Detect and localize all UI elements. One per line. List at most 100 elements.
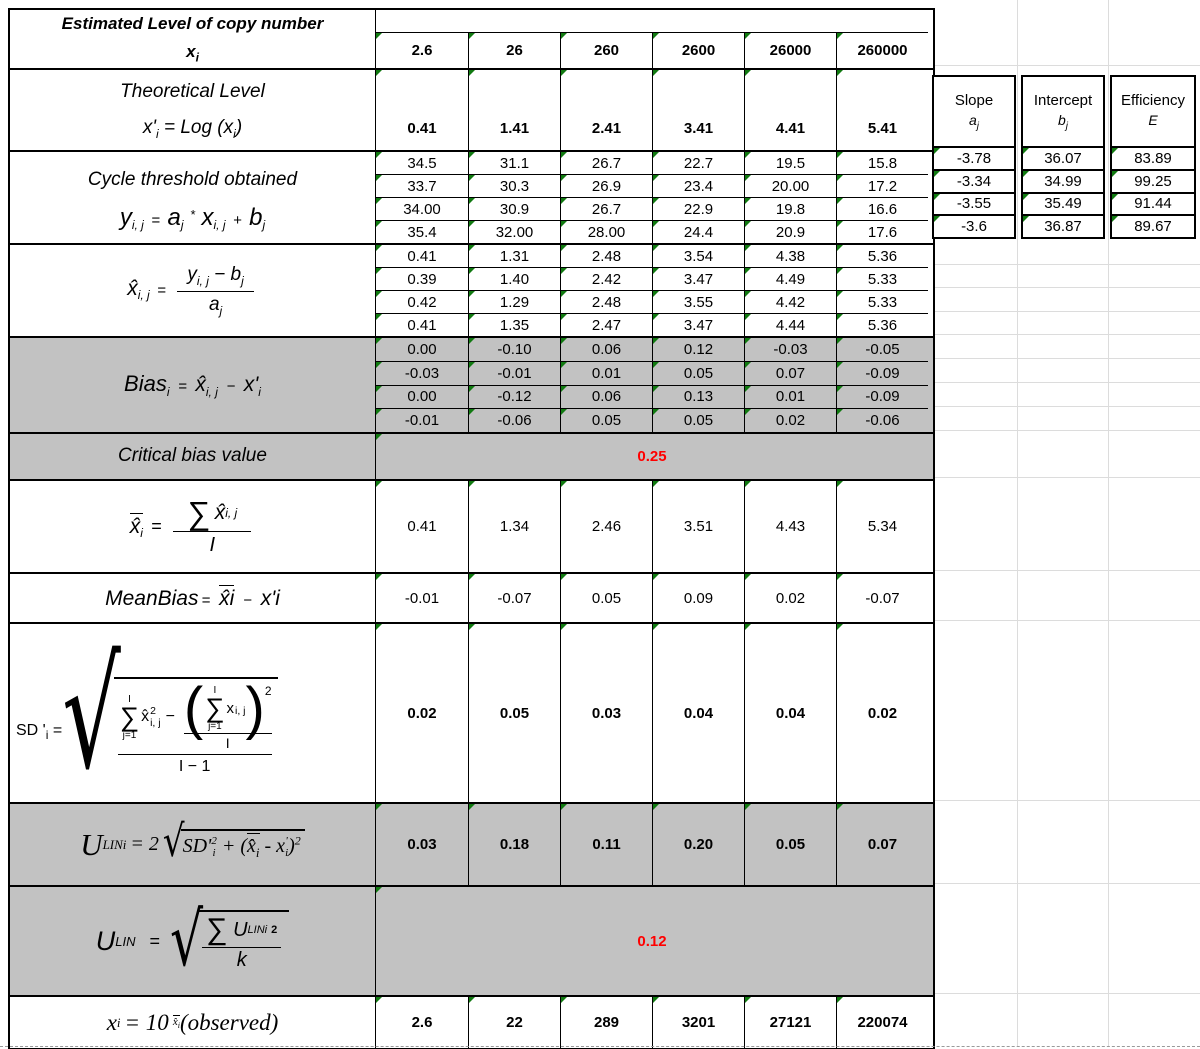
table-cell[interactable]: 0.20 bbox=[652, 804, 744, 885]
table-cell[interactable]: 2.6 bbox=[376, 32, 468, 68]
table-cell[interactable]: 0.05 bbox=[468, 624, 560, 802]
table-cell[interactable]: 23.4 bbox=[652, 175, 744, 197]
table-cell[interactable]: 2.41 bbox=[560, 70, 652, 150]
table-cell[interactable]: -0.07 bbox=[836, 574, 928, 622]
table-cell[interactable]: -0.01 bbox=[376, 574, 468, 622]
table-cell[interactable]: 0.06 bbox=[560, 338, 652, 361]
table-cell[interactable]: 5.41 bbox=[836, 70, 928, 150]
table-cell[interactable]: 0.04 bbox=[744, 624, 836, 802]
table-cell[interactable]: 36.07 bbox=[1021, 146, 1105, 171]
table-cell[interactable]: 27121 bbox=[744, 997, 836, 1048]
table-cell[interactable]: 0.02 bbox=[376, 624, 468, 802]
table-cell[interactable]: 26.7 bbox=[560, 198, 652, 220]
table-cell[interactable]: -0.03 bbox=[376, 361, 468, 385]
label-critical-bias[interactable]: Critical bias value bbox=[10, 434, 376, 479]
table-cell[interactable]: 260 bbox=[560, 32, 652, 68]
table-cell[interactable]: 32.00 bbox=[468, 221, 560, 243]
table-cell[interactable]: 30.3 bbox=[468, 175, 560, 197]
table-cell[interactable]: -0.01 bbox=[468, 361, 560, 385]
table-cell[interactable]: 22 bbox=[468, 997, 560, 1048]
table-cell[interactable]: -0.06 bbox=[836, 409, 928, 432]
table-cell[interactable]: 1.31 bbox=[468, 245, 560, 267]
table-cell[interactable]: 4.38 bbox=[744, 245, 836, 267]
table-cell[interactable]: 83.89 bbox=[1110, 146, 1196, 171]
table-cell[interactable]: 0.41 bbox=[376, 314, 468, 336]
table-cell[interactable]: 17.6 bbox=[836, 221, 928, 243]
table-cell[interactable]: 0.01 bbox=[744, 385, 836, 409]
table-cell[interactable]: 0.12 bbox=[652, 338, 744, 361]
table-cell[interactable]: -0.09 bbox=[836, 385, 928, 409]
table-cell[interactable]: 1.29 bbox=[468, 291, 560, 313]
table-cell[interactable]: 26.9 bbox=[560, 175, 652, 197]
table-cell[interactable]: 28.00 bbox=[560, 221, 652, 243]
table-cell[interactable]: 289 bbox=[560, 997, 652, 1048]
table-cell[interactable]: 0.41 bbox=[376, 70, 468, 150]
table-cell[interactable]: 20.9 bbox=[744, 221, 836, 243]
table-cell[interactable]: 89.67 bbox=[1110, 214, 1196, 239]
label-bias-formula[interactable]: Biasi = x̂i, j − x'i bbox=[10, 338, 376, 432]
table-cell[interactable]: 0.18 bbox=[468, 804, 560, 885]
table-cell[interactable]: 1.35 bbox=[468, 314, 560, 336]
table-cell[interactable]: 3.55 bbox=[652, 291, 744, 313]
table-cell[interactable]: 0.05 bbox=[560, 574, 652, 622]
efficiency-header[interactable]: Efficiency E bbox=[1110, 75, 1196, 148]
table-cell[interactable]: -3.6 bbox=[932, 214, 1016, 239]
table-cell[interactable]: 0.39 bbox=[376, 268, 468, 290]
table-cell[interactable]: -0.03 bbox=[744, 338, 836, 361]
table-cell[interactable]: 26000 bbox=[744, 32, 836, 68]
label-theoretical-level[interactable]: Theoretical Level x'i = Log (xi) bbox=[10, 70, 376, 150]
table-cell[interactable]: 34.5 bbox=[376, 152, 468, 174]
table-cell[interactable]: 0.02 bbox=[836, 624, 928, 802]
label-mean-bias-formula[interactable]: MeanBias = x̂i − x'i bbox=[10, 574, 376, 622]
table-cell[interactable]: 220074 bbox=[836, 997, 928, 1048]
table-cell[interactable]: 2.42 bbox=[560, 268, 652, 290]
table-cell[interactable]: 31.1 bbox=[468, 152, 560, 174]
table-cell[interactable]: 16.6 bbox=[836, 198, 928, 220]
table-cell[interactable]: -3.55 bbox=[932, 191, 1016, 217]
table-cell[interactable]: 36.87 bbox=[1021, 214, 1105, 239]
intercept-header[interactable]: Intercept bj bbox=[1021, 75, 1105, 148]
label-mean-xhat-formula[interactable]: x̂i = ∑ x̂ i, j I bbox=[10, 481, 376, 572]
table-cell[interactable]: 0.00 bbox=[376, 385, 468, 409]
table-cell[interactable]: 5.34 bbox=[836, 481, 928, 572]
table-cell[interactable]: 1.34 bbox=[468, 481, 560, 572]
table-cell[interactable]: -0.07 bbox=[468, 574, 560, 622]
table-cell[interactable]: 0.42 bbox=[376, 291, 468, 313]
table-cell[interactable]: -0.01 bbox=[376, 409, 468, 432]
table-cell[interactable]: 0.05 bbox=[652, 361, 744, 385]
table-cell[interactable]: 35.49 bbox=[1021, 191, 1105, 217]
table-cell[interactable]: 3201 bbox=[652, 997, 744, 1048]
table-cell[interactable]: 2.6 bbox=[376, 997, 468, 1048]
table-cell[interactable]: 5.33 bbox=[836, 268, 928, 290]
table-cell[interactable]: 4.41 bbox=[744, 70, 836, 150]
critical-bias-value-cell[interactable]: 0.25 bbox=[376, 434, 928, 479]
table-cell[interactable]: -0.10 bbox=[468, 338, 560, 361]
table-cell[interactable]: 26 bbox=[468, 32, 560, 68]
table-cell[interactable]: 0.02 bbox=[744, 409, 836, 432]
table-cell[interactable]: 2.48 bbox=[560, 245, 652, 267]
table-cell[interactable]: 0.05 bbox=[652, 409, 744, 432]
table-cell[interactable]: 20.00 bbox=[744, 175, 836, 197]
table-cell[interactable]: 3.51 bbox=[652, 481, 744, 572]
table-cell[interactable]: 30.9 bbox=[468, 198, 560, 220]
table-cell[interactable]: -0.05 bbox=[836, 338, 928, 361]
table-cell[interactable]: 1.40 bbox=[468, 268, 560, 290]
table-cell[interactable]: 0.07 bbox=[744, 361, 836, 385]
table-cell[interactable]: 4.44 bbox=[744, 314, 836, 336]
table-cell[interactable]: 3.47 bbox=[652, 268, 744, 290]
table-cell[interactable]: 0.01 bbox=[560, 361, 652, 385]
table-cell[interactable]: 15.8 bbox=[836, 152, 928, 174]
table-cell[interactable]: 0.05 bbox=[560, 409, 652, 432]
table-cell[interactable]: 34.99 bbox=[1021, 168, 1105, 194]
label-ulin-formula[interactable]: U LIN = √ ∑ U LINi 2 k bbox=[10, 887, 376, 995]
table-cell[interactable]: -0.09 bbox=[836, 361, 928, 385]
table-cell[interactable]: -0.06 bbox=[468, 409, 560, 432]
table-cell[interactable]: 0.11 bbox=[560, 804, 652, 885]
table-cell[interactable]: 2.46 bbox=[560, 481, 652, 572]
label-xhat-formula[interactable]: x̂i, j = yi, j − bj aj bbox=[10, 245, 376, 336]
table-cell[interactable]: 19.5 bbox=[744, 152, 836, 174]
table-cell[interactable]: 0.07 bbox=[836, 804, 928, 885]
table-cell[interactable]: 2.48 bbox=[560, 291, 652, 313]
table-cell[interactable]: 4.42 bbox=[744, 291, 836, 313]
table-cell[interactable]: 0.03 bbox=[376, 804, 468, 885]
